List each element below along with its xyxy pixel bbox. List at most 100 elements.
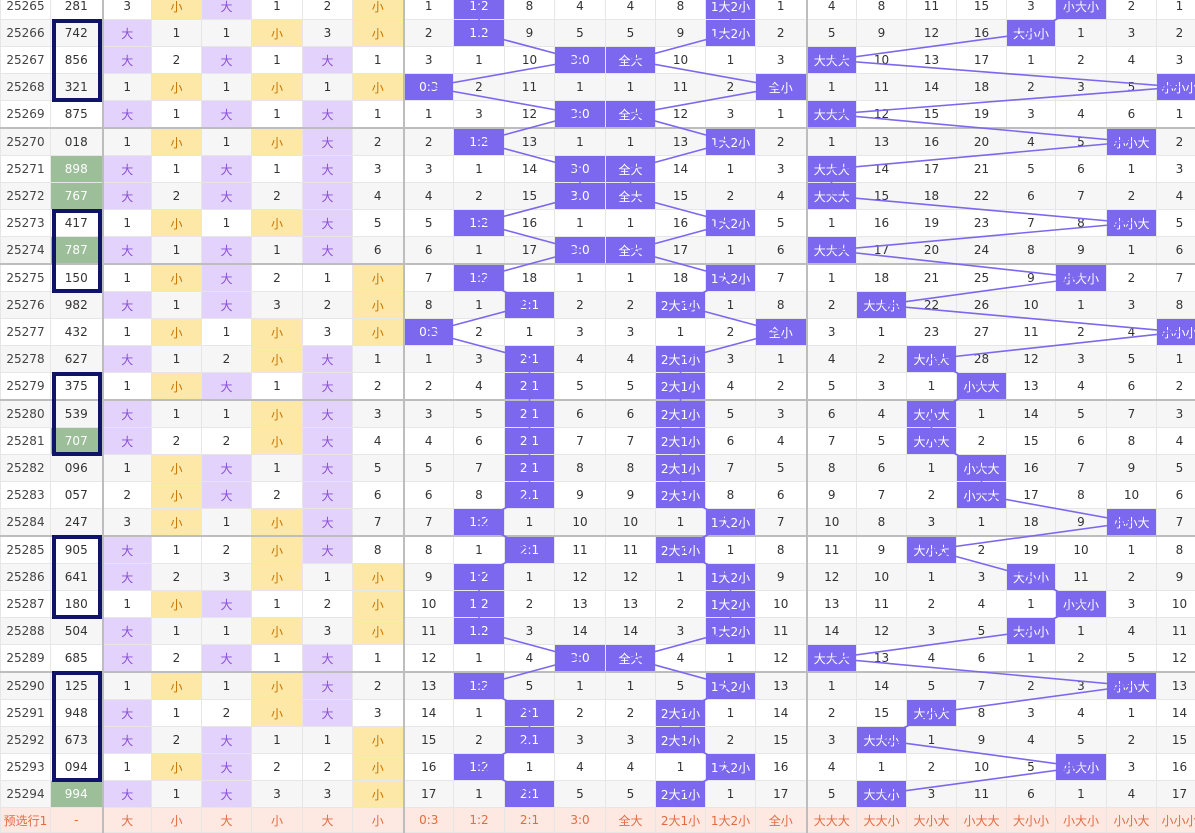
cell-pat-bbs: 10	[857, 564, 907, 591]
cell-pos3-size: 大	[303, 47, 353, 74]
footer-cell-ratio-2-1[interactable]: 2:1	[505, 808, 555, 833]
footer-cell-pos1-small[interactable]: 小	[152, 808, 202, 833]
cell-pat-bbb: 大大大	[807, 183, 857, 210]
cell-pos3-size: 2	[303, 591, 353, 618]
cell-pos2-small: 1	[252, 101, 303, 129]
cell-pat-bbb: 2	[807, 700, 857, 727]
cell-pos1-size: 1	[103, 210, 152, 237]
footer-cell-pos2-size[interactable]: 大	[202, 808, 252, 833]
cell-all-big: 全大	[606, 237, 656, 265]
cell-pat-sbb: 1	[957, 509, 1007, 537]
cell-all-small: 13	[756, 672, 807, 700]
cell-pat-bss: 6	[1007, 781, 1056, 808]
footer-cell-pat-ssb[interactable]: 小小大	[1107, 808, 1157, 833]
cell-pos2-small: 1	[252, 237, 303, 265]
cell-pos1-small: 小	[152, 754, 202, 781]
cell-one-big-two-small: 1	[706, 781, 756, 808]
cell-pos2-size: 3	[202, 564, 252, 591]
cell-all-small: 2	[756, 373, 807, 401]
cell-pat-bbs: 11	[857, 591, 907, 618]
cell-two-big-one-small: 9	[656, 20, 706, 47]
cell-pat-sss: 2	[1157, 373, 1195, 401]
cell-all-big: 5	[606, 20, 656, 47]
footer-cell-ratio-0-3[interactable]: 0:3	[404, 808, 454, 833]
cell-pos1-size: 大	[103, 20, 152, 47]
cell-pat-bbs: 4	[857, 400, 907, 428]
cell-pat-sbb: 25	[957, 264, 1007, 292]
cell-two-big-one-small: 8	[656, 0, 706, 20]
cell-two-big-one-small: 2大1小	[656, 781, 706, 808]
cell-ratio-2-1: 16	[505, 210, 555, 237]
cell-ratio-1-2: 2	[454, 727, 505, 754]
cell-ratio-1-2: 1:2	[454, 264, 505, 292]
cell-ratio-2-1: 2:1	[505, 482, 555, 509]
cell-ratio-3-0: 9	[555, 482, 606, 509]
cell-one-big-two-small: 1大2小	[706, 564, 756, 591]
footer-cell-pos2-small[interactable]: 小	[252, 808, 303, 833]
footer-cell-pat-sbb[interactable]: 小大大	[957, 808, 1007, 833]
cell-pos1-size: 1	[103, 754, 152, 781]
cell-pos1-size: 大	[103, 292, 152, 319]
cell-pat-bbb: 大大大	[807, 47, 857, 74]
footer-cell-pat-bbb[interactable]: 大大大	[807, 808, 857, 833]
cell-pos1-small: 小	[152, 672, 202, 700]
cell-one-big-two-small: 1	[706, 292, 756, 319]
cell-ratio-3-0: 1	[555, 74, 606, 101]
cell-pat-sbb: 6	[957, 645, 1007, 673]
footer-cell-pos3-size[interactable]: 大	[303, 808, 353, 833]
footer-cell-one-big-two-small[interactable]: 1大2小	[706, 808, 756, 833]
footer-cell-number[interactable]: -	[51, 808, 103, 833]
cell-pat-sss: 小小小	[1157, 74, 1195, 101]
cell-pos2-small: 1	[252, 727, 303, 754]
cell-two-big-one-small: 1	[656, 509, 706, 537]
cell-ratio-1-2: 1	[454, 237, 505, 265]
cell-pat-sbb: 24	[957, 237, 1007, 265]
footer-cell-two-big-one-small[interactable]: 2大1小	[656, 808, 706, 833]
cell-pos2-small: 2	[252, 264, 303, 292]
cell-number: 641	[51, 564, 103, 591]
cell-pat-bss: 4	[1007, 727, 1056, 754]
footer-cell-all-big[interactable]: 全大	[606, 808, 656, 833]
cell-ratio-1-2: 1:2	[454, 128, 505, 156]
cell-period: 25286	[1, 564, 51, 591]
cell-pos1-size: 大	[103, 428, 152, 455]
cell-ratio-1-2: 1:2	[454, 20, 505, 47]
cell-pos2-size: 大	[202, 754, 252, 781]
cell-pat-sbb: 19	[957, 101, 1007, 129]
footer-cell-pat-sss[interactable]: 小小小	[1157, 808, 1195, 833]
cell-pos1-size: 大	[103, 101, 152, 129]
cell-pos2-size: 2	[202, 536, 252, 564]
cell-pat-sbb: 8	[957, 700, 1007, 727]
footer-cell-pat-bss[interactable]: 大小小	[1007, 808, 1056, 833]
footer-cell-pat-sbs[interactable]: 小大小	[1056, 808, 1107, 833]
cell-pat-bbb: 1	[807, 264, 857, 292]
cell-pos1-small: 1	[152, 346, 202, 373]
cell-pat-ssb: 7	[1107, 400, 1157, 428]
footer-cell-ratio-3-0[interactable]: 3:0	[555, 808, 606, 833]
footer-cell-pat-bsb[interactable]: 大小大	[907, 808, 957, 833]
cell-ratio-2-1: 2:1	[505, 428, 555, 455]
footer-cell-pos1-size[interactable]: 大	[103, 808, 152, 833]
cell-ratio-3-0: 4	[555, 0, 606, 20]
cell-pat-bsb: 2	[907, 482, 957, 509]
cell-pat-sbs: 小大小	[1056, 591, 1107, 618]
footer-cell-all-small[interactable]: 全小	[756, 808, 807, 833]
footer-cell-pos3-small[interactable]: 小	[353, 808, 404, 833]
cell-two-big-one-small: 4	[656, 645, 706, 673]
footer-cell-ratio-1-2[interactable]: 1:2	[454, 808, 505, 833]
cell-pat-bbs: 1	[857, 319, 907, 346]
cell-pos2-small: 小	[252, 536, 303, 564]
cell-pat-bbb: 13	[807, 591, 857, 618]
cell-pat-bsb: 18	[907, 183, 957, 210]
footer-cell-pat-bbs[interactable]: 大大小	[857, 808, 907, 833]
cell-pat-sbb: 15	[957, 0, 1007, 20]
cell-ratio-2-1: 2:1	[505, 700, 555, 727]
cell-pat-bbb: 大大大	[807, 645, 857, 673]
cell-pat-bsb: 11	[907, 0, 957, 20]
cell-pat-bss: 大小小	[1007, 618, 1056, 645]
cell-pos3-small: 2	[353, 128, 404, 156]
cell-pat-ssb: 5	[1107, 346, 1157, 373]
cell-pos1-small: 2	[152, 727, 202, 754]
footer-cell-period[interactable]: 预选行1	[1, 808, 51, 833]
